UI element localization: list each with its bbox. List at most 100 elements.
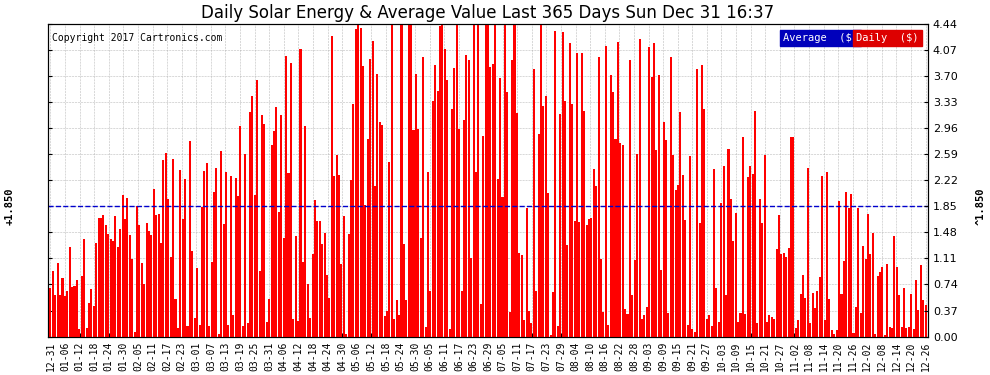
Bar (374, 186, 376, 337)
Bar (763, 155, 765, 337)
Bar (547, 192, 549, 337)
Bar (235, 178, 237, 337)
Bar (73, 285, 75, 337)
Bar (677, 185, 679, 337)
Bar (225, 172, 227, 337)
Bar (756, 323, 758, 337)
Bar (307, 284, 309, 337)
Bar (480, 304, 482, 337)
Bar (862, 246, 864, 337)
Bar (494, 24, 496, 337)
Bar (386, 310, 388, 337)
Bar (59, 295, 61, 337)
Bar (653, 43, 655, 337)
Bar (925, 305, 927, 337)
Bar (655, 150, 657, 337)
Bar (674, 190, 676, 337)
Bar (68, 247, 70, 337)
Bar (304, 126, 306, 337)
Bar (898, 295, 900, 337)
Bar (61, 278, 63, 337)
Bar (805, 298, 807, 337)
Bar (586, 225, 588, 337)
Bar (901, 327, 903, 337)
Bar (485, 24, 487, 337)
Bar (334, 176, 336, 337)
Bar (552, 292, 554, 337)
Bar (569, 43, 571, 337)
Bar (122, 195, 124, 337)
Bar (472, 24, 474, 337)
Bar (317, 221, 319, 337)
Bar (268, 299, 270, 337)
Bar (864, 258, 866, 337)
Bar (891, 328, 893, 337)
Bar (627, 314, 629, 337)
Bar (699, 223, 701, 337)
Bar (665, 140, 667, 337)
Bar (758, 199, 760, 337)
Bar (139, 225, 141, 337)
Bar (761, 223, 763, 337)
Bar (795, 328, 797, 337)
Bar (388, 162, 390, 337)
Bar (465, 55, 467, 337)
Bar (155, 214, 157, 337)
Bar (502, 197, 504, 337)
Bar (889, 327, 891, 337)
Bar (191, 251, 193, 337)
Bar (196, 268, 198, 337)
Bar (822, 176, 824, 337)
Bar (302, 262, 304, 337)
Bar (314, 200, 316, 337)
Bar (324, 233, 326, 337)
Text: Copyright 2017 Cartronics.com: Copyright 2017 Cartronics.com (52, 33, 223, 43)
Bar (598, 57, 600, 337)
Bar (157, 214, 159, 337)
Bar (573, 221, 575, 337)
Bar (253, 195, 255, 337)
Bar (831, 330, 833, 337)
Bar (354, 29, 356, 337)
Bar (533, 69, 535, 337)
Bar (600, 259, 602, 337)
Bar (357, 24, 359, 337)
Bar (576, 53, 578, 337)
Bar (165, 153, 167, 337)
Bar (245, 154, 247, 337)
Bar (329, 298, 331, 337)
Bar (802, 274, 804, 337)
Bar (554, 31, 556, 337)
Bar (453, 68, 455, 337)
Bar (141, 263, 143, 337)
Bar (487, 24, 489, 337)
Bar (506, 92, 508, 337)
Bar (213, 192, 215, 337)
Bar (146, 223, 148, 337)
Bar (531, 323, 533, 337)
Bar (716, 288, 718, 337)
Bar (85, 328, 87, 337)
Bar (775, 249, 777, 337)
Bar (321, 244, 323, 337)
Bar (64, 297, 66, 337)
Bar (742, 137, 743, 337)
Bar (90, 290, 92, 337)
Bar (850, 194, 852, 337)
Bar (287, 172, 289, 337)
Bar (771, 317, 773, 337)
Bar (612, 92, 614, 337)
Bar (186, 326, 188, 337)
Bar (874, 334, 876, 337)
Bar (523, 320, 525, 337)
Bar (593, 169, 595, 337)
Bar (881, 267, 883, 337)
Bar (144, 284, 146, 337)
Bar (470, 258, 472, 337)
Bar (463, 120, 465, 337)
Bar (132, 259, 134, 337)
Bar (216, 168, 218, 337)
Bar (696, 69, 698, 337)
Bar (814, 308, 816, 337)
Bar (413, 130, 415, 337)
